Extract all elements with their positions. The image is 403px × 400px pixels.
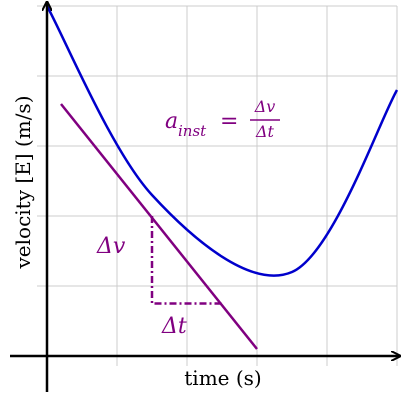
formula-denominator: Δt [255,122,275,141]
delta-v-label: Δv [96,234,126,259]
acceleration-formula: a inst = Δv Δt [165,97,280,141]
formula-numerator: Δv [254,97,276,116]
velocity-curve [45,5,399,277]
tangent-line [60,103,258,350]
formula-subscript: inst [178,122,207,140]
delta-t-label: Δt [161,314,187,339]
grid [37,5,398,366]
formula-lhs: a [165,109,178,134]
y-axis-label: velocity [E] (m/s) [11,96,35,270]
x-axis-label: time (s) [184,366,261,390]
formula-equals: = [220,109,238,134]
